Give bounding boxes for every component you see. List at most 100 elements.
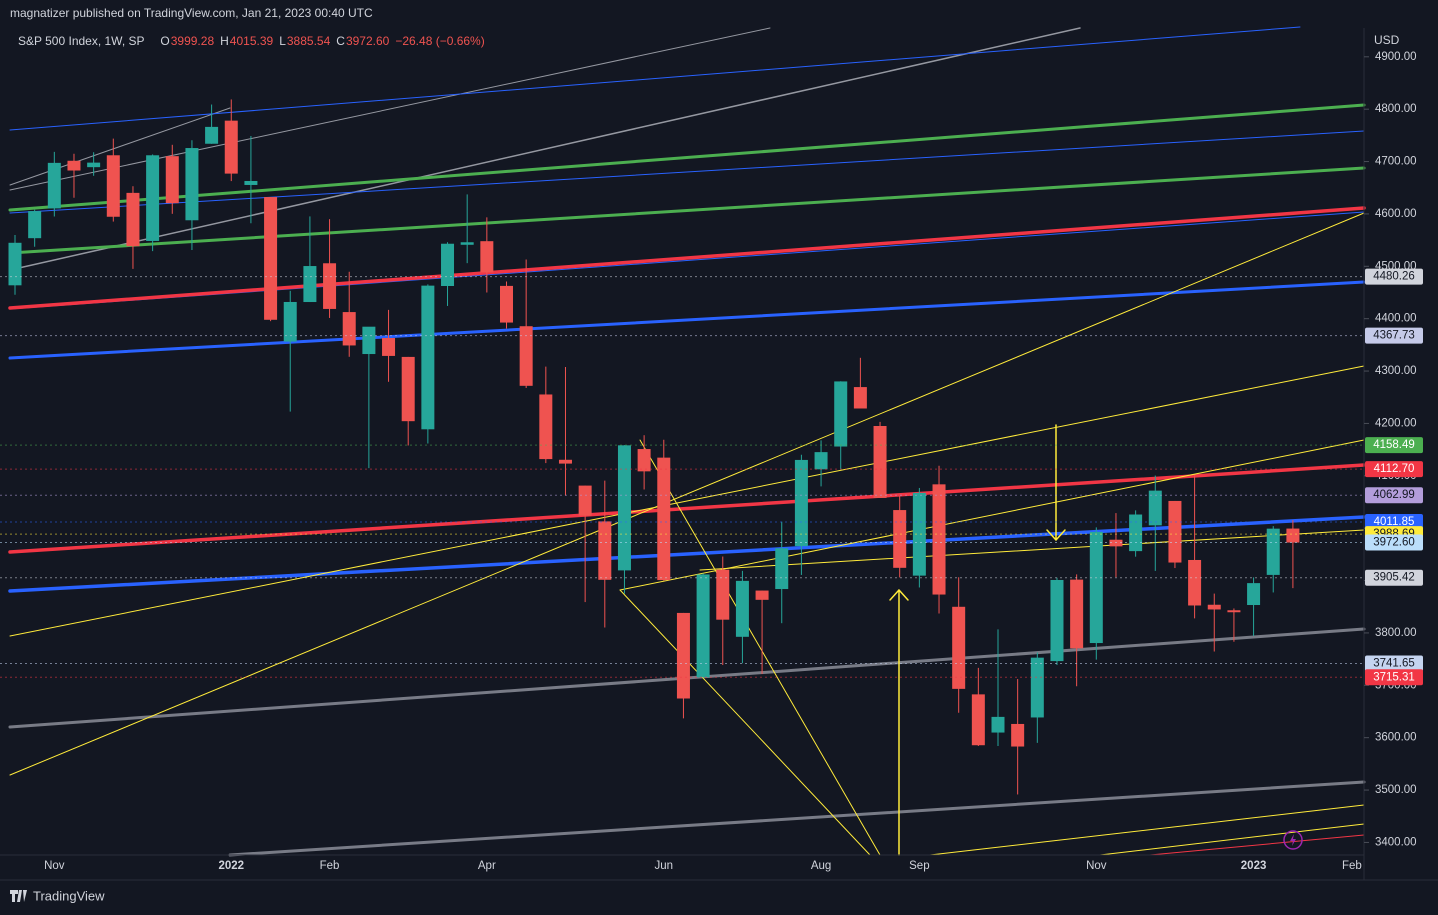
x-tick-label: 2023 xyxy=(1241,860,1267,872)
trend-line xyxy=(8,166,1366,255)
trend-line xyxy=(1099,823,1365,856)
candle-body xyxy=(244,180,258,185)
candle-body xyxy=(1050,579,1064,662)
price-label: 4367.73 xyxy=(1373,330,1415,342)
price-label: 3741.65 xyxy=(1373,658,1415,670)
price-label: 4011.85 xyxy=(1374,516,1415,528)
candle-body xyxy=(1247,583,1261,606)
trend-line xyxy=(699,529,1365,571)
y-tick-label: 3400.00 xyxy=(1375,836,1417,848)
price-label: 4480.26 xyxy=(1373,271,1415,283)
price-label-bg xyxy=(1365,569,1423,586)
price-label-bg xyxy=(1365,655,1423,672)
x-tick-label: 2022 xyxy=(218,860,244,872)
legend-key: O xyxy=(160,34,169,48)
x-tick-label: Feb xyxy=(320,860,340,872)
candle-body xyxy=(991,716,1005,733)
y-tick-label: 4900.00 xyxy=(1375,51,1417,63)
candle-body xyxy=(362,326,376,355)
candle-body xyxy=(794,459,808,547)
candle-body xyxy=(873,425,887,498)
arrow xyxy=(889,588,909,856)
candle-body xyxy=(126,192,140,247)
price-label-bg xyxy=(1365,327,1423,344)
candle-body xyxy=(323,263,337,309)
candle-body xyxy=(165,156,179,204)
candle-body xyxy=(1109,539,1123,547)
candle-body xyxy=(1129,514,1143,552)
trend-line xyxy=(619,439,1365,591)
candle-body xyxy=(1286,528,1300,543)
price-label: 4062.99 xyxy=(1373,489,1415,501)
candle-body xyxy=(480,241,494,273)
published-note: magnatizer published on TradingView.com,… xyxy=(10,6,373,20)
candle-body xyxy=(893,510,907,568)
candle-body xyxy=(755,590,769,600)
alert-icon[interactable] xyxy=(1283,830,1303,850)
candle-body xyxy=(185,148,199,221)
x-tick-label: Feb xyxy=(1342,860,1362,872)
plot-area xyxy=(8,26,1366,857)
candle-body xyxy=(67,160,81,171)
price-label: 3905.42 xyxy=(1373,572,1415,584)
candle-body xyxy=(1070,579,1084,649)
x-tick-label: Jun xyxy=(655,860,674,872)
candle-body xyxy=(814,452,828,470)
candle-body xyxy=(971,694,985,746)
candle-body xyxy=(1011,723,1025,747)
candle-body xyxy=(539,394,553,460)
candle-body xyxy=(716,569,730,620)
candle-body xyxy=(87,162,101,168)
alert-icon-bolt xyxy=(1290,834,1296,846)
trend-line xyxy=(8,206,1366,310)
candle-body xyxy=(441,243,455,286)
currency: USD xyxy=(1374,33,1400,47)
price-label-bg xyxy=(1365,669,1423,686)
price-label: 4112.70 xyxy=(1374,463,1415,475)
brand-name: TradingView xyxy=(33,888,105,903)
candle-body xyxy=(1227,610,1241,613)
price-label-bg xyxy=(1365,437,1423,454)
y-tick-label: 3600.00 xyxy=(1375,732,1417,744)
symbol-title: S&P 500 Index, 1W, SP xyxy=(18,34,145,48)
price-label-bg xyxy=(1365,487,1423,504)
y-tick-label: 3500.00 xyxy=(1375,784,1417,796)
x-tick-label: Nov xyxy=(1086,860,1107,872)
price-label-bg xyxy=(1365,268,1423,285)
trend-line xyxy=(9,27,1081,271)
candle-body xyxy=(421,285,435,430)
legend-change: −26.48 (−0.66%) xyxy=(395,34,484,48)
price-label-bg xyxy=(1365,534,1423,551)
candle-body xyxy=(834,381,848,447)
trend-line xyxy=(1149,834,1365,856)
candle-body xyxy=(775,548,789,590)
legend-key: L xyxy=(279,34,286,48)
candle-body xyxy=(1148,490,1162,526)
x-tick-label: Nov xyxy=(44,860,65,872)
trend-line xyxy=(929,804,1365,856)
candle-body xyxy=(598,521,612,580)
candle-body xyxy=(47,162,61,209)
x-tick-label: Sep xyxy=(909,860,929,872)
legend-value: 3885.54 xyxy=(287,34,331,48)
y-tick-label: 4800.00 xyxy=(1375,103,1417,115)
price-label: 3972.60 xyxy=(1373,537,1415,549)
legend-key: H xyxy=(220,34,229,48)
price-label: 3715.31 xyxy=(1373,671,1415,683)
candle-body xyxy=(460,242,474,245)
trend-line xyxy=(619,589,871,856)
trend-line xyxy=(9,27,771,191)
trend-line xyxy=(8,463,1366,554)
candle-body xyxy=(1207,604,1221,610)
brand[interactable]: TradingView xyxy=(10,888,105,903)
candle-body xyxy=(853,387,867,409)
y-tick-label: 4300.00 xyxy=(1375,365,1417,377)
arrow xyxy=(1046,424,1066,542)
candle-body xyxy=(382,338,396,356)
candle-body xyxy=(1030,657,1044,718)
legend-value: 3999.28 xyxy=(171,34,215,48)
y-tick-label: 4600.00 xyxy=(1375,208,1417,220)
candle-body xyxy=(264,197,278,320)
price-label-bg xyxy=(1365,513,1423,530)
